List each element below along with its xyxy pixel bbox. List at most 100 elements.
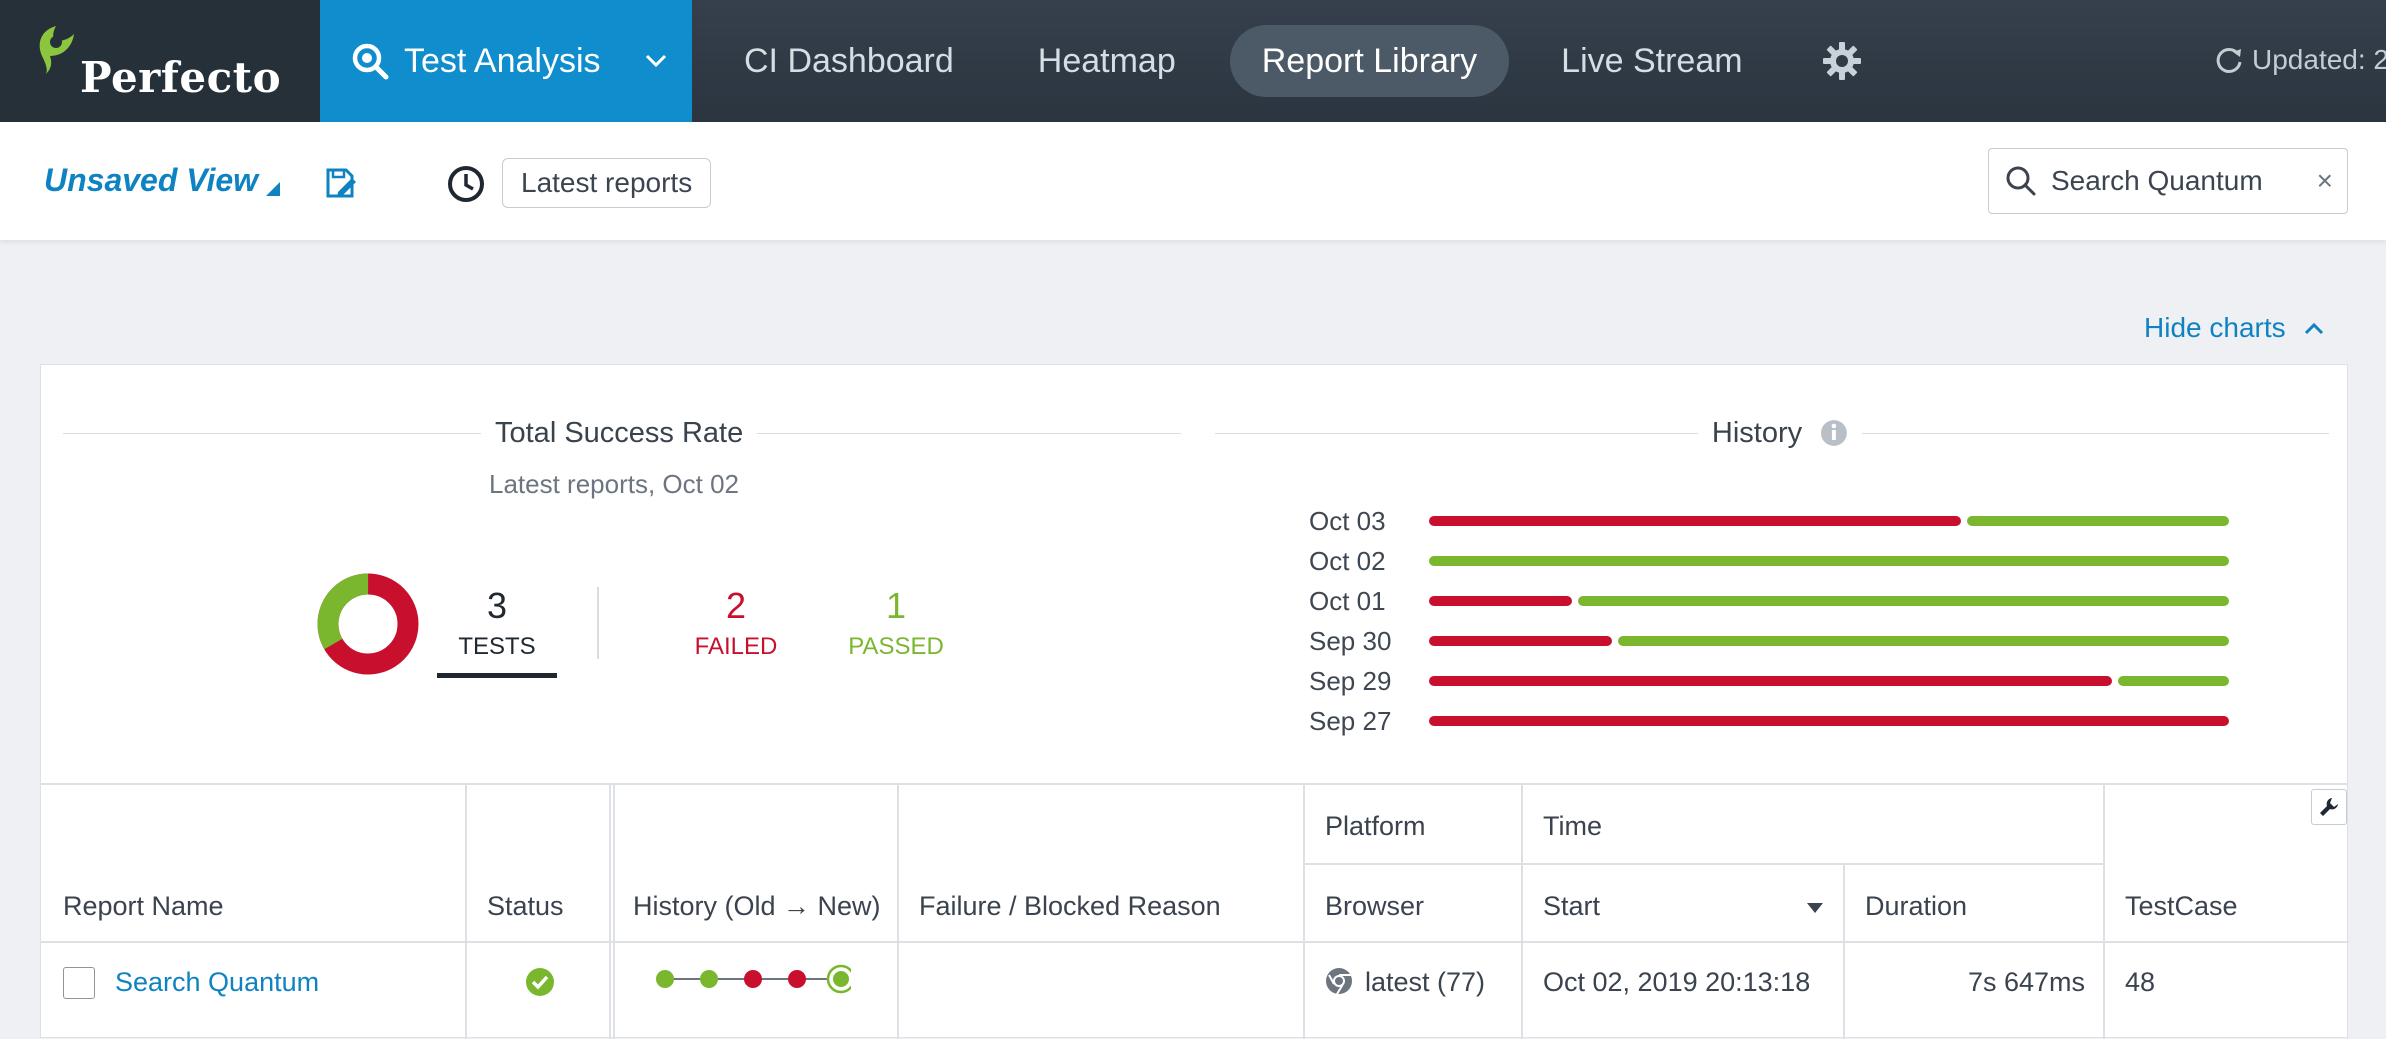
history-dot-failed — [744, 970, 762, 988]
history-row[interactable]: Oct 02 — [1309, 541, 2229, 581]
nav-ci-dashboard[interactable]: CI Dashboard — [744, 41, 954, 80]
history-date: Sep 27 — [1309, 705, 1392, 736]
history-bar — [1429, 716, 2229, 726]
row-select-checkbox[interactable] — [63, 967, 95, 999]
history-passed-segment — [1618, 636, 2229, 646]
testcase-cell: 48 — [2125, 967, 2156, 997]
history-passed-segment — [1578, 596, 2229, 606]
perfecto-leaf-icon — [39, 26, 74, 74]
duration-cell: 7s 647ms — [1967, 967, 2085, 997]
history-passed-segment — [1967, 516, 2229, 526]
perfecto-logo[interactable]: Perfecto — [0, 0, 320, 122]
row-history-dots[interactable] — [651, 961, 851, 997]
clear-search-icon[interactable]: × — [2316, 165, 2333, 196]
info-icon[interactable] — [1820, 419, 1848, 447]
history-dot-passed — [656, 970, 674, 988]
history-failed-segment — [1429, 516, 1961, 526]
history-dot-passed — [833, 971, 849, 987]
start-time-cell: Oct 02, 2019 20:13:18 — [1543, 967, 1811, 997]
nav-report-library[interactable]: Report Library — [1229, 25, 1510, 97]
history-date: Sep 29 — [1309, 665, 1392, 696]
test-analysis-menu[interactable]: Test Analysis — [320, 0, 692, 122]
history-row[interactable]: Oct 03 — [1309, 501, 2229, 541]
history-date: Oct 02 — [1309, 545, 1386, 576]
history-passed-segment — [1429, 556, 2229, 566]
search-box: × — [1988, 148, 2348, 214]
header-testcase[interactable]: TestCase — [2125, 891, 2238, 921]
hide-charts-toggle[interactable]: Hide charts — [2144, 312, 2324, 344]
status-passed-icon — [526, 968, 554, 996]
header-status[interactable]: Status — [487, 891, 564, 921]
history-failed-segment — [1429, 676, 2112, 686]
search-input[interactable] — [2051, 165, 2291, 197]
latest-reports-filter[interactable]: Latest reports — [502, 158, 712, 208]
history-bar — [1429, 556, 2229, 566]
history-failed-segment — [1429, 596, 1572, 606]
analysis-search-icon — [352, 43, 389, 80]
sort-desc-icon[interactable] — [1807, 903, 1823, 913]
browser-cell: latest (77) — [1365, 967, 1486, 997]
history-bar — [1429, 636, 2229, 646]
chevron-up-icon — [2304, 322, 2323, 335]
save-view-icon[interactable] — [324, 166, 358, 200]
passed-count: 1 — [885, 585, 907, 626]
history-dot-failed — [788, 970, 806, 988]
header-report-name[interactable]: Report Name — [63, 891, 224, 921]
history-title: History — [1215, 413, 2329, 453]
history-row[interactable]: Oct 01 — [1309, 581, 2229, 621]
passed-metric[interactable]: 1 PASSED — [821, 585, 971, 661]
history-row[interactable]: Sep 29 — [1309, 661, 2229, 701]
test-analysis-label: Test Analysis — [404, 41, 601, 80]
header-platform-group: Platform — [1325, 811, 1426, 841]
history-row[interactable]: Sep 30 — [1309, 621, 2229, 661]
history-failed-segment — [1429, 716, 2229, 726]
report-table: Report Name Status History (Old → New) F… — [40, 784, 2349, 1039]
failed-label: FAILED — [694, 633, 778, 660]
history-date: Oct 03 — [1309, 505, 1386, 536]
history-chart: Oct 03 Oct 02 Oct 01 Sep 30 Sep 29 Sep 2… — [1309, 501, 2229, 741]
success-rate-subtitle: Latest reports, Oct 02 — [489, 469, 740, 499]
refresh-icon — [2216, 47, 2242, 73]
logo-text: Perfecto — [80, 52, 282, 102]
history-bar — [1429, 676, 2229, 686]
header-start[interactable]: Start — [1543, 891, 1601, 921]
header-duration[interactable]: Duration — [1865, 891, 1968, 921]
header-time-group: Time — [1543, 811, 1602, 841]
top-navigation-bar: Perfecto Test Analysis CI Dashboard Heat… — [0, 0, 2386, 122]
table-settings-button[interactable] — [2311, 789, 2347, 825]
history-passed-segment — [2118, 676, 2229, 686]
history-bar — [1429, 516, 2229, 526]
header-history[interactable]: History (Old → New) — [633, 891, 881, 921]
header-browser[interactable]: Browser — [1325, 891, 1425, 921]
view-caret-icon[interactable] — [266, 182, 280, 196]
updated-text: Updated: 2 — [2252, 44, 2386, 75]
nav-heatmap[interactable]: Heatmap — [1037, 41, 1176, 80]
history-dot-passed — [700, 970, 718, 988]
header-failure-reason[interactable]: Failure / Blocked Reason — [919, 891, 1221, 921]
nav-live-stream[interactable]: Live Stream — [1561, 41, 1743, 80]
hide-charts-label: Hide charts — [2144, 312, 2286, 343]
metric-divider — [597, 587, 599, 659]
search-icon — [2006, 166, 2036, 196]
tests-label: TESTS — [458, 633, 536, 660]
updated-status[interactable]: Updated: 2 — [2214, 44, 2386, 76]
tests-metric[interactable]: 3 TESTS — [437, 585, 557, 678]
success-rate-title: Total Success Rate — [63, 413, 1217, 453]
view-name-dropdown[interactable]: Unsaved View — [44, 162, 259, 198]
tests-count: 3 — [486, 585, 508, 626]
history-bar — [1429, 596, 2229, 606]
history-title-text: History — [1711, 416, 1803, 449]
wrench-icon — [2320, 798, 2338, 816]
history-date: Sep 30 — [1309, 625, 1392, 656]
history-row[interactable]: Sep 27 — [1309, 701, 2229, 741]
failed-metric[interactable]: 2 FAILED — [661, 585, 811, 661]
success-rate-title-text: Total Success Rate — [495, 416, 744, 449]
view-toolbar: Unsaved View Latest reports × — [0, 122, 2386, 240]
clock-icon — [448, 166, 484, 202]
charts-panel: Total Success Rate Latest reports, Oct 0… — [40, 364, 2348, 784]
passed-label: PASSED — [848, 633, 944, 660]
history-failed-segment — [1429, 636, 1612, 646]
chevron-down-icon — [645, 54, 666, 68]
gear-icon[interactable] — [1821, 40, 1863, 82]
report-name-link[interactable]: Search Quantum — [115, 967, 320, 997]
